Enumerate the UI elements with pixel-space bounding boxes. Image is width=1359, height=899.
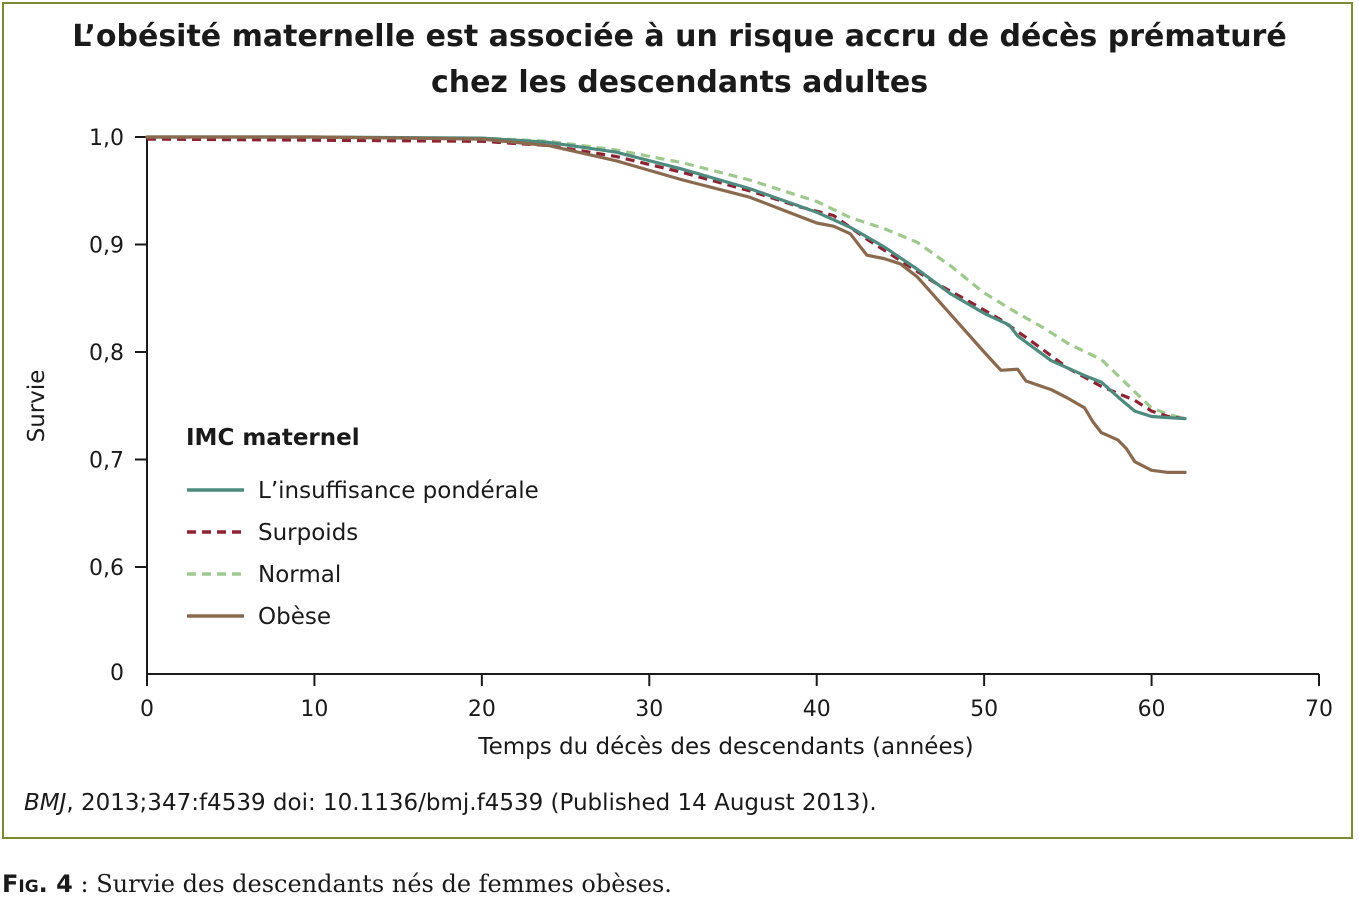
caption-label: Fig. 4 — [2, 870, 73, 898]
x-tick-label: 20 — [468, 697, 496, 722]
x-tick-label: 0 — [140, 697, 154, 722]
source-details: , 2013;347:f4539 doi: 10.1136/bmj.f4539 … — [66, 790, 877, 816]
y-tick-label: 0,7 — [89, 449, 124, 474]
legend-label: Surpoids — [258, 520, 358, 546]
x-tick-label: 50 — [970, 697, 998, 722]
y-tick-label: 0,6 — [89, 556, 124, 581]
series-line — [145, 135, 1187, 421]
y-tick-label: 1,0 — [89, 126, 124, 151]
y-tick-label: 0,9 — [89, 234, 124, 259]
legend-label: Obèse — [258, 604, 331, 630]
y-ticks: 0,6 0,7 0,8 0,9 1,0 — [89, 126, 147, 581]
caption-separator: : — [72, 870, 97, 898]
legend-items: L’insuffisance pondérale Surpoids Normal Ob… — [187, 478, 539, 630]
chart-title-line-2: chez les descendants adultes — [430, 65, 929, 100]
caption-text: Survie des descendants nés de femmes obè… — [96, 870, 672, 898]
source-citation: BMJ, 2013;347:f4539 doi: 10.1136/bmj.f45… — [24, 790, 877, 816]
x-axis-label: Temps du décès des descendants (années) — [477, 734, 973, 760]
series-line — [147, 136, 1186, 421]
chart-title-line-1: L’obésité maternelle est associée à un r… — [72, 19, 1287, 54]
x-tick-label: 40 — [803, 697, 831, 722]
legend-label: L’insuffisance pondérale — [258, 478, 539, 504]
axes — [146, 137, 1319, 675]
source-journal: BMJ — [24, 790, 67, 816]
x-tick-label: 60 — [1138, 697, 1166, 722]
x-tick-label: 70 — [1305, 697, 1333, 722]
x-tick-label: 10 — [300, 697, 328, 722]
y-tick-label: 0,8 — [89, 341, 124, 366]
series-line — [145, 135, 1187, 474]
legend-title: IMC maternel — [186, 425, 360, 451]
x-ticks: 0 10 20 30 40 50 60 70 — [140, 674, 1333, 722]
series-layer — [145, 135, 1187, 474]
chart-title: L’obésité maternelle est associée à un r… — [0, 14, 1359, 106]
legend-label: Normal — [258, 562, 341, 588]
series-line — [146, 137, 1186, 421]
figure-caption: Fig. 4 : Survie des descendants nés de f… — [2, 870, 672, 898]
x-tick-label: 30 — [635, 697, 663, 722]
y-origin-label: 0 — [110, 661, 124, 686]
legend: IMC maternel L’insuffisance pondérale Sur… — [186, 425, 539, 630]
figure-frame — [2, 2, 1353, 839]
y-axis-label: Survie — [24, 370, 50, 443]
